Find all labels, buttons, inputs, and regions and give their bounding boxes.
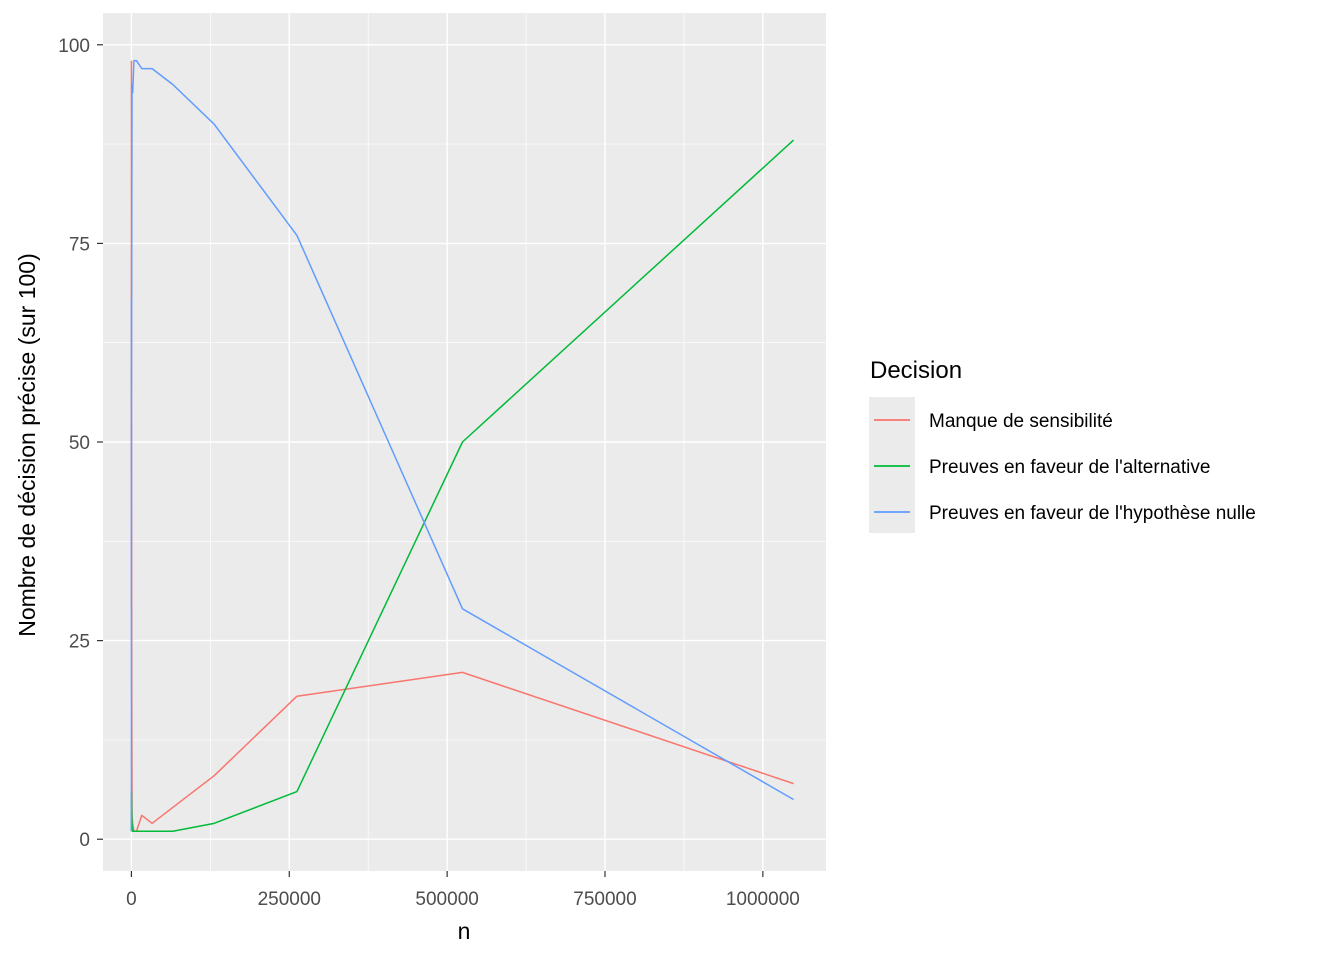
legend-label: Manque de sensibilité <box>929 411 1113 432</box>
x-tick-label: 500000 <box>415 889 478 910</box>
y-tick-label: 50 <box>69 433 90 454</box>
y-tick-label: 0 <box>79 830 90 851</box>
legend-item: Preuves en faveur de l'alternative <box>874 457 1210 478</box>
y-axis-ticks: 0 25 50 75 100 <box>58 36 103 851</box>
x-tick-label: 250000 <box>258 889 321 910</box>
y-tick-label: 100 <box>58 36 90 57</box>
legend-items: Manque de sensibilité Preuves en faveur d… <box>874 411 1256 524</box>
legend: Decision Manque de sensibilité Preuves en… <box>869 357 1256 533</box>
legend-label: Preuves en faveur de l'alternative <box>929 457 1210 478</box>
legend-item: Preuves en faveur de l'hypothèse nulle <box>874 503 1256 524</box>
legend-title: Decision <box>870 357 962 384</box>
legend-label: Preuves en faveur de l'hypothèse nulle <box>929 503 1256 524</box>
y-tick-label: 75 <box>69 234 90 255</box>
x-axis-ticks: 0 250000 500000 750000 1000000 <box>126 871 800 910</box>
legend-item: Manque de sensibilité <box>874 411 1113 432</box>
y-tick-label: 25 <box>69 632 90 653</box>
x-tick-label: 1000000 <box>726 889 800 910</box>
series-line-3 <box>130 59 794 832</box>
x-tick-label: 0 <box>126 889 137 910</box>
y-axis-title: Nombre de décision précise (sur 100) <box>14 253 40 637</box>
x-tick-label: 750000 <box>573 889 636 910</box>
series-lines <box>130 59 795 833</box>
x-axis-title: n <box>458 918 471 944</box>
